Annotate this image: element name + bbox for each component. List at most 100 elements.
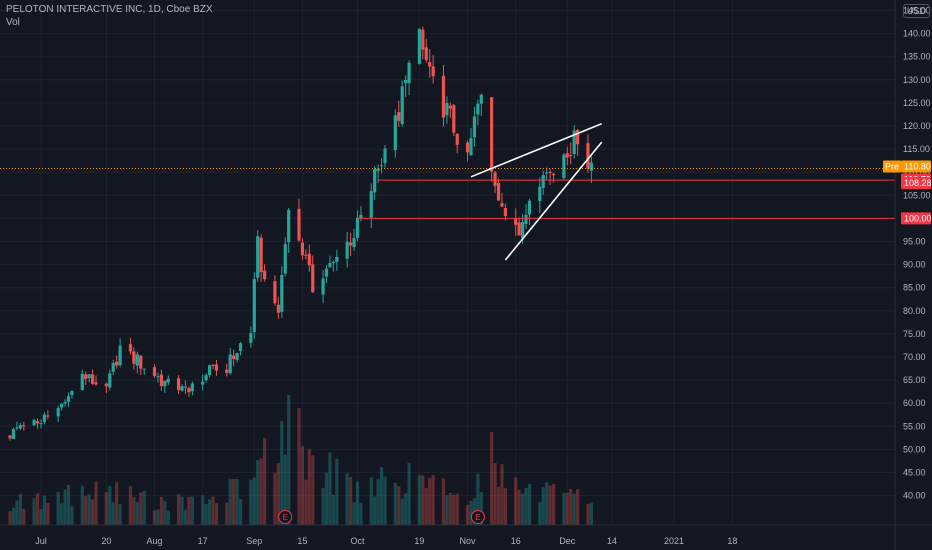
candle[interactable]: [407, 60, 411, 95]
candle[interactable]: [352, 228, 356, 251]
candle[interactable]: [15, 421, 19, 431]
trendline[interactable]: [504, 141, 603, 261]
candle[interactable]: [441, 65, 446, 127]
candle[interactable]: [232, 349, 236, 367]
candle[interactable]: [259, 234, 263, 282]
candle[interactable]: [345, 231, 349, 268]
candle[interactable]: [235, 352, 239, 363]
candle[interactable]: [500, 192, 504, 208]
candle[interactable]: [94, 375, 98, 386]
candle[interactable]: [572, 125, 576, 159]
volume-label[interactable]: Vol: [6, 17, 20, 28]
candle[interactable]: [87, 373, 91, 383]
candle[interactable]: [379, 157, 384, 174]
candle[interactable]: [328, 255, 332, 268]
candle[interactable]: [66, 392, 71, 408]
candle[interactable]: [417, 28, 421, 65]
candle[interactable]: [207, 364, 212, 378]
candle[interactable]: [496, 178, 501, 201]
candle[interactable]: [297, 198, 301, 242]
candle[interactable]: [249, 326, 253, 348]
candle[interactable]: [397, 100, 401, 127]
candle[interactable]: [238, 341, 243, 356]
candle[interactable]: [228, 348, 232, 375]
candle[interactable]: [469, 127, 473, 156]
candle[interactable]: [108, 369, 112, 391]
candle[interactable]: [128, 338, 133, 355]
candle[interactable]: [545, 167, 549, 181]
candle[interactable]: [132, 347, 136, 370]
candle[interactable]: [472, 106, 477, 147]
candle[interactable]: [448, 102, 452, 118]
candle[interactable]: [56, 405, 60, 423]
candle[interactable]: [476, 99, 480, 125]
ticker-title[interactable]: PELOTON INTERACTIVE INC, 1D, Cboe BZX: [6, 4, 213, 15]
candle[interactable]: [135, 351, 139, 374]
candle[interactable]: [503, 203, 507, 221]
candle[interactable]: [273, 275, 277, 306]
candle[interactable]: [42, 412, 47, 425]
earnings-marker[interactable]: E: [470, 510, 485, 524]
candle[interactable]: [424, 38, 428, 63]
candle[interactable]: [321, 270, 325, 304]
candle[interactable]: [280, 266, 284, 318]
candle[interactable]: [159, 369, 163, 391]
candle[interactable]: [569, 142, 573, 165]
candle[interactable]: [304, 249, 308, 260]
candle[interactable]: [493, 170, 497, 194]
candle[interactable]: [562, 153, 566, 181]
candle[interactable]: [324, 265, 329, 283]
candle[interactable]: [70, 390, 74, 399]
candle[interactable]: [22, 421, 26, 431]
candle[interactable]: [156, 372, 160, 383]
candle[interactable]: [527, 198, 532, 226]
candle[interactable]: [8, 435, 12, 441]
candle[interactable]: [180, 384, 184, 392]
candle[interactable]: [11, 427, 16, 440]
candle[interactable]: [152, 364, 157, 379]
candle[interactable]: [104, 382, 108, 394]
candle[interactable]: [18, 422, 22, 430]
candle[interactable]: [139, 355, 143, 375]
candle[interactable]: [431, 54, 435, 84]
currency-badge[interactable]: USD: [903, 4, 931, 18]
candle[interactable]: [256, 230, 260, 282]
candle[interactable]: [187, 386, 191, 397]
candle[interactable]: [190, 381, 194, 396]
candle[interactable]: [452, 103, 456, 137]
candle[interactable]: [276, 296, 280, 319]
candle[interactable]: [283, 237, 287, 277]
earnings-marker[interactable]: E: [278, 510, 293, 524]
candle[interactable]: [84, 371, 88, 386]
candle[interactable]: [46, 410, 50, 420]
candle[interactable]: [538, 177, 542, 213]
level-2-tag[interactable]: 100.00: [901, 212, 932, 225]
candle[interactable]: [355, 210, 360, 242]
candle[interactable]: [142, 368, 146, 375]
candle[interactable]: [565, 146, 569, 166]
pre-market-tag[interactable]: Pre 110.80: [883, 160, 931, 173]
candle[interactable]: [455, 133, 459, 154]
candle[interactable]: [514, 208, 518, 236]
candle[interactable]: [400, 80, 404, 127]
candle[interactable]: [115, 355, 119, 369]
candle[interactable]: [39, 418, 43, 429]
candle[interactable]: [349, 232, 353, 256]
level-1-tag[interactable]: 108.28: [901, 177, 932, 190]
candle[interactable]: [211, 363, 215, 370]
candle[interactable]: [586, 134, 590, 173]
candle[interactable]: [300, 238, 305, 260]
candle[interactable]: [263, 264, 267, 282]
candle[interactable]: [331, 260, 335, 272]
candle[interactable]: [383, 145, 387, 168]
candle[interactable]: [373, 166, 377, 200]
candle[interactable]: [35, 418, 40, 429]
candle[interactable]: [32, 418, 36, 427]
candle[interactable]: [63, 399, 67, 407]
candle[interactable]: [311, 255, 315, 293]
candle[interactable]: [166, 375, 170, 386]
candle[interactable]: [214, 359, 219, 376]
candle[interactable]: [445, 96, 449, 124]
candle[interactable]: [183, 380, 188, 395]
